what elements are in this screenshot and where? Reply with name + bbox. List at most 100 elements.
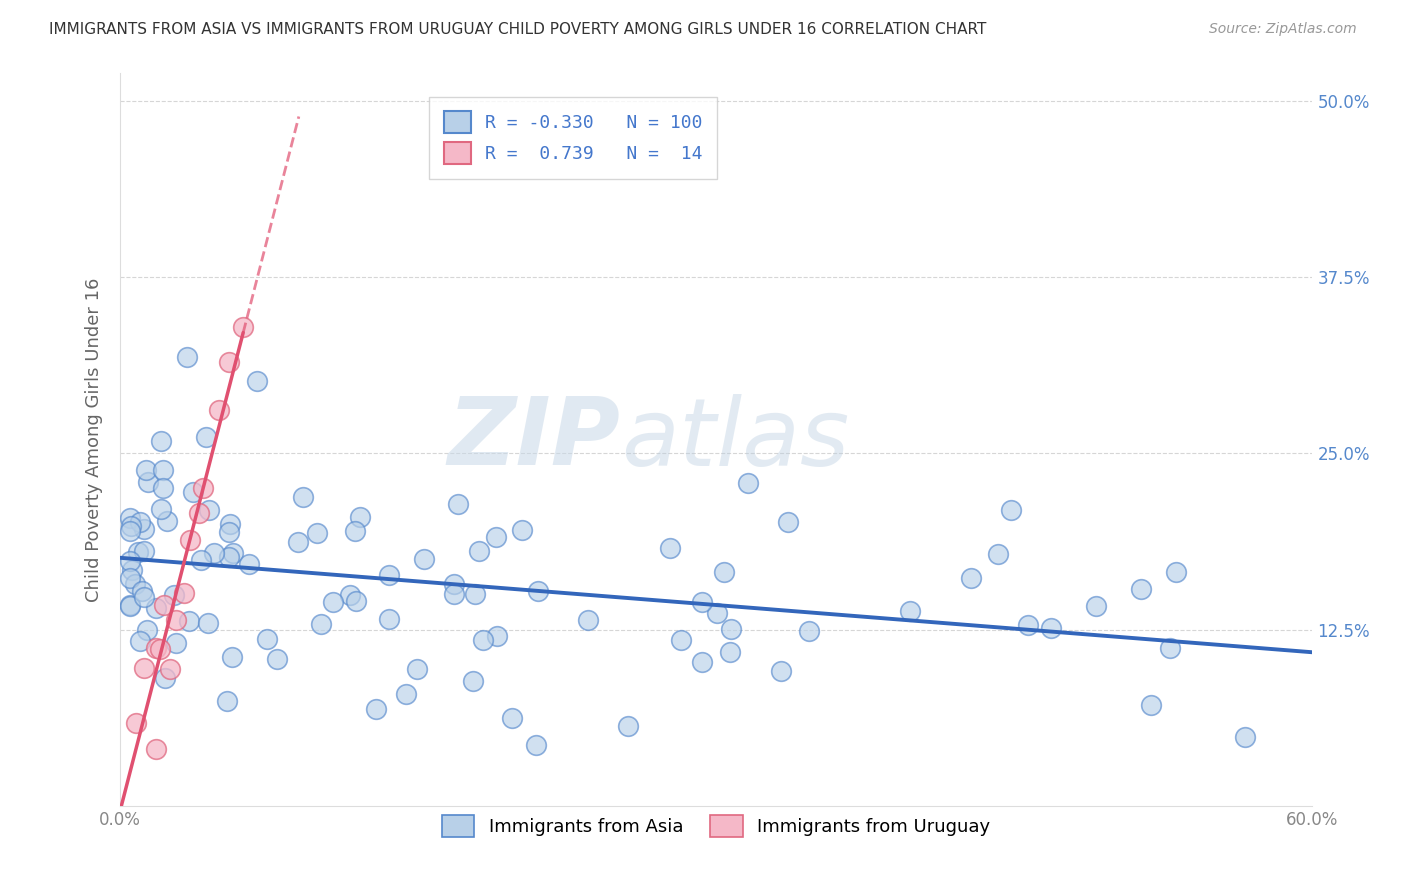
Point (118, 599, 141, 613)
Point (658, 541, 681, 555)
Point (129, 515, 152, 529)
Point (134, 522, 156, 536)
Point (485, 530, 508, 544)
Point (132, 661, 155, 675)
Point (463, 674, 485, 689)
Point (349, 510, 371, 524)
Point (246, 374, 269, 388)
Point (135, 624, 157, 638)
Point (218, 355, 240, 369)
Point (120, 519, 142, 533)
Point (218, 549, 240, 564)
Point (121, 563, 143, 577)
Point (159, 662, 181, 676)
Point (127, 545, 149, 559)
Point (150, 434, 173, 448)
Point (737, 476, 759, 491)
Point (218, 524, 240, 539)
Point (287, 535, 309, 549)
Point (311, 617, 333, 632)
Point (145, 601, 167, 615)
Point (266, 651, 288, 665)
Point (195, 430, 218, 444)
Point (135, 463, 157, 477)
Point (377, 567, 399, 582)
Point (898, 604, 921, 618)
Point (344, 594, 367, 608)
Point (366, 702, 388, 716)
Point (145, 742, 167, 756)
Point (256, 632, 278, 646)
Legend: Immigrants from Asia, Immigrants from Uruguay: Immigrants from Asia, Immigrants from Ur… (434, 808, 998, 845)
Point (232, 319, 254, 334)
Point (152, 463, 174, 477)
Point (526, 739, 548, 753)
Point (576, 613, 599, 627)
Point (118, 524, 141, 538)
Point (118, 571, 141, 585)
Point (720, 622, 742, 636)
Point (690, 595, 713, 609)
Point (1140, 698, 1163, 713)
Point (156, 515, 179, 529)
Point (181, 485, 204, 500)
Point (197, 615, 219, 630)
Point (669, 633, 692, 648)
Point (124, 576, 146, 591)
Point (1159, 641, 1181, 656)
Point (118, 511, 141, 525)
Point (173, 586, 195, 600)
Point (468, 543, 491, 558)
Point (125, 715, 148, 730)
Point (152, 598, 174, 612)
Point (221, 650, 243, 665)
Point (163, 588, 186, 602)
Point (395, 687, 418, 701)
Point (769, 664, 792, 678)
Point (443, 587, 465, 601)
Point (413, 552, 436, 566)
Point (960, 571, 983, 585)
Point (501, 711, 523, 725)
Point (344, 524, 367, 539)
Point (339, 588, 361, 602)
Point (1130, 582, 1153, 596)
Point (176, 350, 198, 364)
Point (322, 595, 344, 609)
Point (713, 565, 735, 579)
Point (193, 481, 215, 495)
Point (377, 612, 399, 626)
Point (188, 506, 211, 520)
Point (1017, 618, 1039, 632)
Point (1000, 502, 1022, 516)
Point (165, 613, 187, 627)
Point (218, 516, 240, 531)
Point (145, 641, 167, 656)
Point (150, 502, 173, 516)
Point (720, 645, 742, 659)
Point (118, 598, 141, 612)
Point (1039, 621, 1062, 635)
Point (190, 553, 212, 567)
Point (149, 642, 172, 657)
Point (179, 533, 201, 547)
Point (472, 632, 495, 647)
Point (1234, 730, 1257, 744)
Point (222, 546, 245, 560)
Point (215, 694, 238, 708)
Point (706, 606, 728, 620)
Point (129, 633, 152, 648)
Point (987, 547, 1010, 561)
Point (165, 636, 187, 650)
Point (138, 475, 160, 489)
Text: ZIP: ZIP (449, 393, 621, 485)
Point (797, 624, 820, 638)
Point (179, 615, 201, 629)
Point (464, 587, 486, 601)
Point (617, 719, 640, 733)
Point (153, 671, 176, 685)
Point (208, 403, 231, 417)
Point (197, 503, 219, 517)
Point (202, 546, 225, 560)
Point (406, 662, 429, 676)
